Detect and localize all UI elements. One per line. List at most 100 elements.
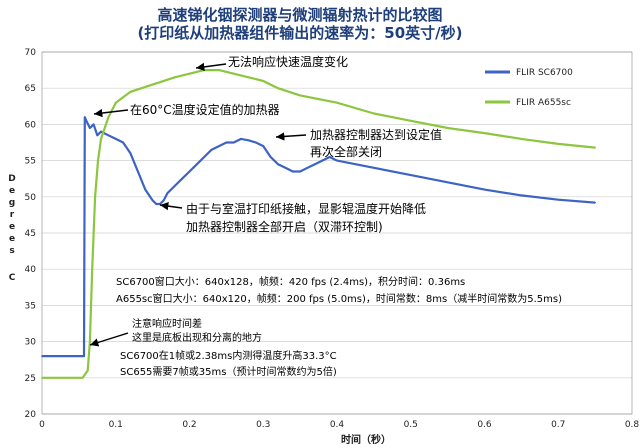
y-tick-label: 35	[25, 301, 36, 311]
data-point	[41, 355, 43, 357]
arrow-paper-contact	[159, 201, 183, 211]
data-point	[173, 185, 176, 187]
data-point	[181, 177, 183, 180]
annotation-sc6700-window: SC6700窗口大小：640x128，帧频：420 fps (2.4ms)，积分…	[116, 275, 465, 288]
data-point	[218, 69, 220, 71]
data-point	[89, 340, 91, 343]
y-tick-label: 60	[25, 120, 37, 130]
data-point	[83, 116, 86, 118]
data-point	[114, 101, 117, 104]
data-point	[122, 141, 124, 144]
data-point	[247, 76, 250, 79]
data-point	[96, 134, 99, 137]
data-point	[89, 127, 91, 129]
data-point	[520, 194, 523, 197]
x-tick-label: 0.2	[182, 420, 196, 430]
data-point	[277, 163, 279, 166]
data-point	[162, 199, 165, 202]
data-point	[284, 167, 287, 169]
data-point	[446, 181, 449, 184]
data-point	[262, 145, 265, 147]
annotation-response-diff-2: 这里是底板出现和分离的地方	[132, 331, 262, 344]
y-axis-label-letter: g	[9, 198, 15, 208]
annotation-paper-contact-1: 由于与室温打印纸接触，显影辊温度开始降低	[186, 201, 426, 216]
data-point	[91, 268, 93, 271]
data-point	[409, 174, 412, 176]
x-tick-label: 0.4	[330, 420, 345, 430]
x-axis: 0 0.1 0.2 0.3 0.4 0.5 0.6 0.7 0.8	[39, 420, 639, 430]
annotation-a655sc-window: A655sc窗口大小：640x120，帧频：200 fps (5.0ms)，时间…	[116, 292, 562, 305]
data-point	[129, 91, 132, 93]
y-tick-label: 50	[25, 193, 37, 203]
x-tick-label: 0.1	[109, 420, 123, 430]
data-point	[594, 201, 596, 204]
legend: FLIR SC6700 FLIR A655sc	[485, 68, 573, 108]
data-point	[144, 188, 147, 191]
data-point	[557, 143, 560, 145]
annotation-controller-off-2: 再次全部关闭	[310, 144, 382, 159]
chart-subtitle: (打印纸从加热器组件输出的速率为：50英寸/秒)	[137, 24, 462, 42]
plot-area	[41, 51, 633, 415]
data-point	[269, 156, 272, 158]
y-axis-label-letter: e	[9, 234, 15, 244]
data-point	[97, 159, 99, 162]
data-point	[336, 159, 338, 162]
data-point	[321, 159, 324, 162]
y-axis-label-letter: s	[9, 246, 14, 256]
annotation-sc6700-rise: SC6700在1帧或2.38ms内测得温度升高33.3°C	[120, 349, 337, 362]
data-point	[114, 138, 117, 140]
arrow-controller-off	[275, 132, 307, 141]
data-point	[100, 138, 102, 140]
data-point	[409, 119, 412, 122]
data-point	[225, 141, 228, 144]
y-tick-label: 65	[25, 84, 36, 94]
x-tick-label: 0.7	[551, 420, 565, 430]
legend-label-sc6700: FLIR SC6700	[516, 68, 573, 78]
data-point	[373, 167, 375, 169]
y-tick-label: 20	[25, 410, 37, 420]
data-point	[446, 127, 449, 129]
data-point	[151, 199, 154, 202]
data-point	[107, 116, 110, 118]
data-point	[210, 148, 213, 151]
data-point	[166, 192, 169, 194]
x-tick-label: 0.3	[256, 420, 270, 430]
x-tick-label: 0.8	[625, 420, 640, 430]
data-point	[240, 138, 242, 140]
x-tick-label: 0.5	[404, 420, 418, 430]
data-point	[107, 134, 110, 137]
data-point	[277, 87, 279, 89]
data-point	[299, 170, 301, 173]
data-point	[155, 203, 158, 205]
y-axis-label-letter: D	[8, 174, 15, 184]
data-point	[314, 163, 316, 166]
y-tick-label: 55	[25, 157, 36, 167]
annotation-no-response: 无法响应快速温度变化	[228, 54, 348, 69]
arrow-no-response	[195, 62, 227, 72]
data-point	[137, 170, 139, 173]
data-point	[232, 72, 235, 75]
y-axis-label-letter: e	[9, 222, 15, 232]
data-point	[291, 170, 294, 173]
data-point	[151, 83, 154, 86]
data-point	[188, 170, 191, 173]
data-point	[173, 76, 176, 79]
data-point	[483, 132, 486, 134]
y-axis-label-letter: C	[9, 273, 16, 283]
data-point	[203, 156, 206, 158]
data-point	[41, 377, 43, 379]
annotation-controller-off-1: 加热器控制器达到设定值	[310, 127, 442, 142]
y-axis-label-letter: r	[10, 210, 15, 220]
data-point	[262, 80, 265, 82]
data-point	[188, 72, 191, 75]
y-axis: 20 25 30 35 40 45 50 55 60 65 70	[25, 48, 37, 420]
arrow-response-diff	[89, 332, 129, 347]
y-tick-label: 70	[25, 48, 37, 58]
chart-title: 高速锑化铟探测器与微测辐射热计的比较图	[157, 6, 442, 24]
data-point	[218, 145, 220, 147]
data-point	[299, 94, 301, 97]
y-tick-label: 25	[25, 374, 36, 384]
y-tick-label: 30	[25, 338, 37, 348]
